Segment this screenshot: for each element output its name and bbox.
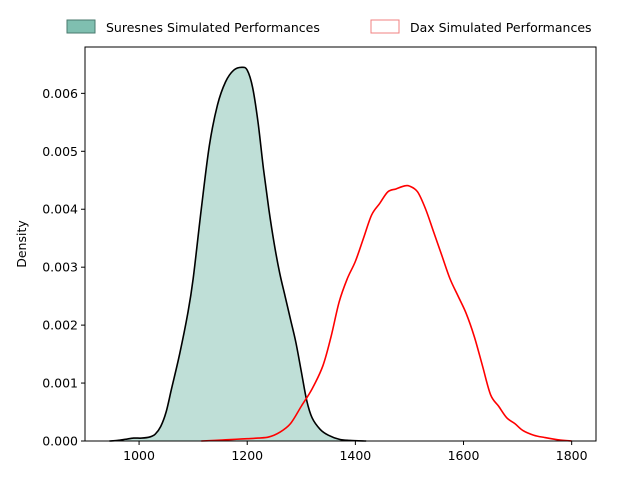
y-tick-label: 0.004 xyxy=(42,202,78,217)
y-tick-label: 0.002 xyxy=(42,318,78,333)
legend-swatch-suresnes xyxy=(66,19,96,34)
y-axis-label: Density xyxy=(14,220,29,268)
y-tick-label: 0.001 xyxy=(42,376,78,391)
series-line-suresnes xyxy=(109,66,367,442)
series-area-suresnes xyxy=(109,67,367,441)
axes-layer: 1000 1200 1400 1600 1800 0.000 0.001 0.002 0.003… xyxy=(42,86,587,463)
x-tick-label: 1600 xyxy=(448,448,480,463)
x-tick-label: 1200 xyxy=(231,448,263,463)
legend-label-suresnes: Suresnes Simulated Performances xyxy=(106,20,320,35)
legend: Suresnes Simulated Performances Dax Simu… xyxy=(66,19,592,35)
x-tick-label: 1400 xyxy=(339,448,371,463)
x-tick-label: 1000 xyxy=(123,448,155,463)
y-tick-label: 0.003 xyxy=(42,260,78,275)
plot-frame xyxy=(84,46,597,442)
legend-label-dax: Dax Simulated Performances xyxy=(410,20,592,35)
x-tick-label: 1800 xyxy=(556,448,588,463)
legend-swatch-dax xyxy=(370,19,400,34)
series-layer xyxy=(109,66,572,442)
y-tick-label: 0.005 xyxy=(42,144,78,159)
y-tick-label: 0.000 xyxy=(42,434,78,449)
series-line-dax xyxy=(201,184,572,442)
y-tick-label: 0.006 xyxy=(42,86,78,101)
